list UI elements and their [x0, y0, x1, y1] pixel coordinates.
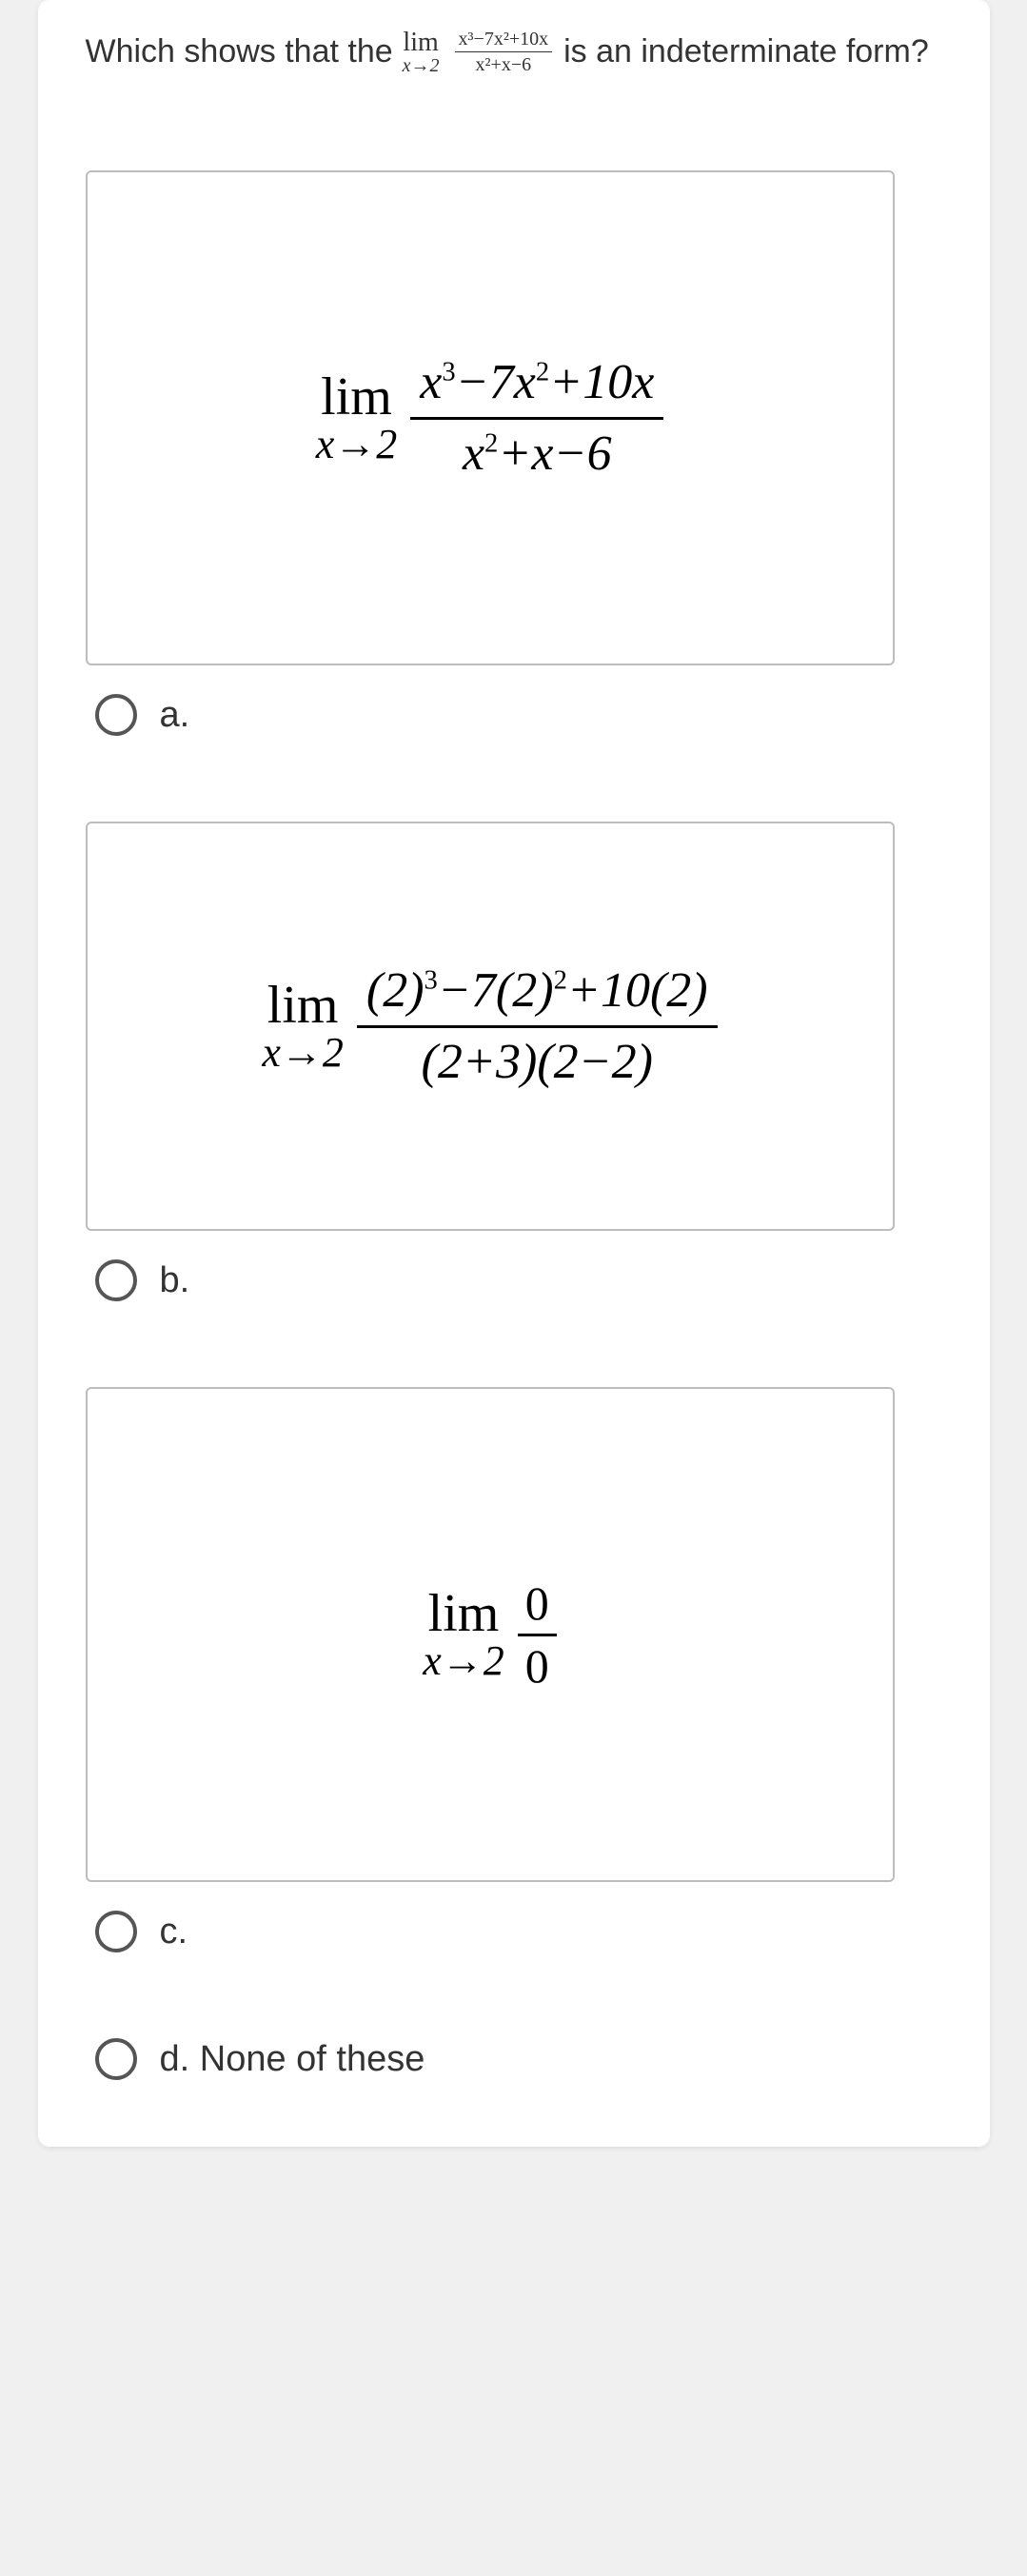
- option-d-row[interactable]: d. None of these: [86, 2038, 942, 2080]
- radio-a[interactable]: [95, 694, 137, 736]
- lim-word: lim: [428, 1587, 500, 1640]
- option-a-box: lim x→2 x3−7x2+10x x2+x−6: [86, 170, 895, 665]
- lim-word: lim: [267, 979, 339, 1032]
- option-b-label: b.: [160, 1260, 190, 1301]
- option-a-label: a.: [160, 695, 190, 736]
- option-b-lim: lim x→2: [262, 979, 344, 1074]
- lim-approach: x→2: [316, 424, 398, 466]
- option-c-expression: lim x→2 0 0: [423, 1577, 557, 1693]
- option-c-den: 0: [518, 1636, 557, 1693]
- option-b-num: (2)3−7(2)2+10(2): [357, 962, 718, 1028]
- option-c-num: 0: [518, 1577, 557, 1636]
- lim-word: lim: [321, 370, 392, 424]
- option-c-label: c.: [160, 1912, 188, 1952]
- question-text: Which shows that the lim x→2 x³−7x²+10x …: [86, 29, 942, 75]
- lim-approach: x→2: [423, 1640, 504, 1682]
- option-c-box: lim x→2 0 0: [86, 1387, 895, 1882]
- option-a-row[interactable]: a.: [86, 694, 942, 736]
- question-frac-den: x²+x−6: [472, 52, 536, 75]
- option-c-fraction: 0 0: [518, 1577, 557, 1693]
- option-a-den: x2+x−6: [453, 420, 622, 483]
- radio-b[interactable]: [95, 1259, 137, 1301]
- option-b-expression: lim x→2 (2)3−7(2)2+10(2) (2+3)(2−2): [262, 962, 717, 1091]
- lim-approach: x→2: [262, 1032, 344, 1074]
- option-c-lim: lim x→2: [423, 1587, 504, 1682]
- question-fraction: x³−7x²+10x x²+x−6: [455, 29, 553, 75]
- lim-word: lim: [403, 30, 438, 56]
- radio-d[interactable]: [95, 2038, 137, 2080]
- option-b-row[interactable]: b.: [86, 1259, 942, 1301]
- option-a-fraction: x3−7x2+10x x2+x−6: [410, 354, 663, 483]
- option-b-fraction: (2)3−7(2)2+10(2) (2+3)(2−2): [357, 962, 718, 1091]
- question-lim: lim x→2: [403, 30, 440, 75]
- question-prefix: Which shows that the: [86, 33, 393, 70]
- question-suffix: is an indeterminate form?: [563, 33, 929, 70]
- lim-approach: x→2: [403, 56, 440, 75]
- option-a-num: x3−7x2+10x: [410, 354, 663, 420]
- option-b-den: (2+3)(2−2): [412, 1028, 662, 1091]
- question-card: Which shows that the lim x→2 x³−7x²+10x …: [38, 0, 990, 2147]
- option-a-lim: lim x→2: [316, 370, 398, 466]
- option-d-label: d. None of these: [160, 2039, 425, 2080]
- radio-c[interactable]: [95, 1911, 137, 1952]
- option-a-expression: lim x→2 x3−7x2+10x x2+x−6: [316, 354, 664, 483]
- question-frac-num: x³−7x²+10x: [455, 29, 553, 52]
- option-c-row[interactable]: c.: [86, 1911, 942, 1952]
- option-b-box: lim x→2 (2)3−7(2)2+10(2) (2+3)(2−2): [86, 822, 895, 1231]
